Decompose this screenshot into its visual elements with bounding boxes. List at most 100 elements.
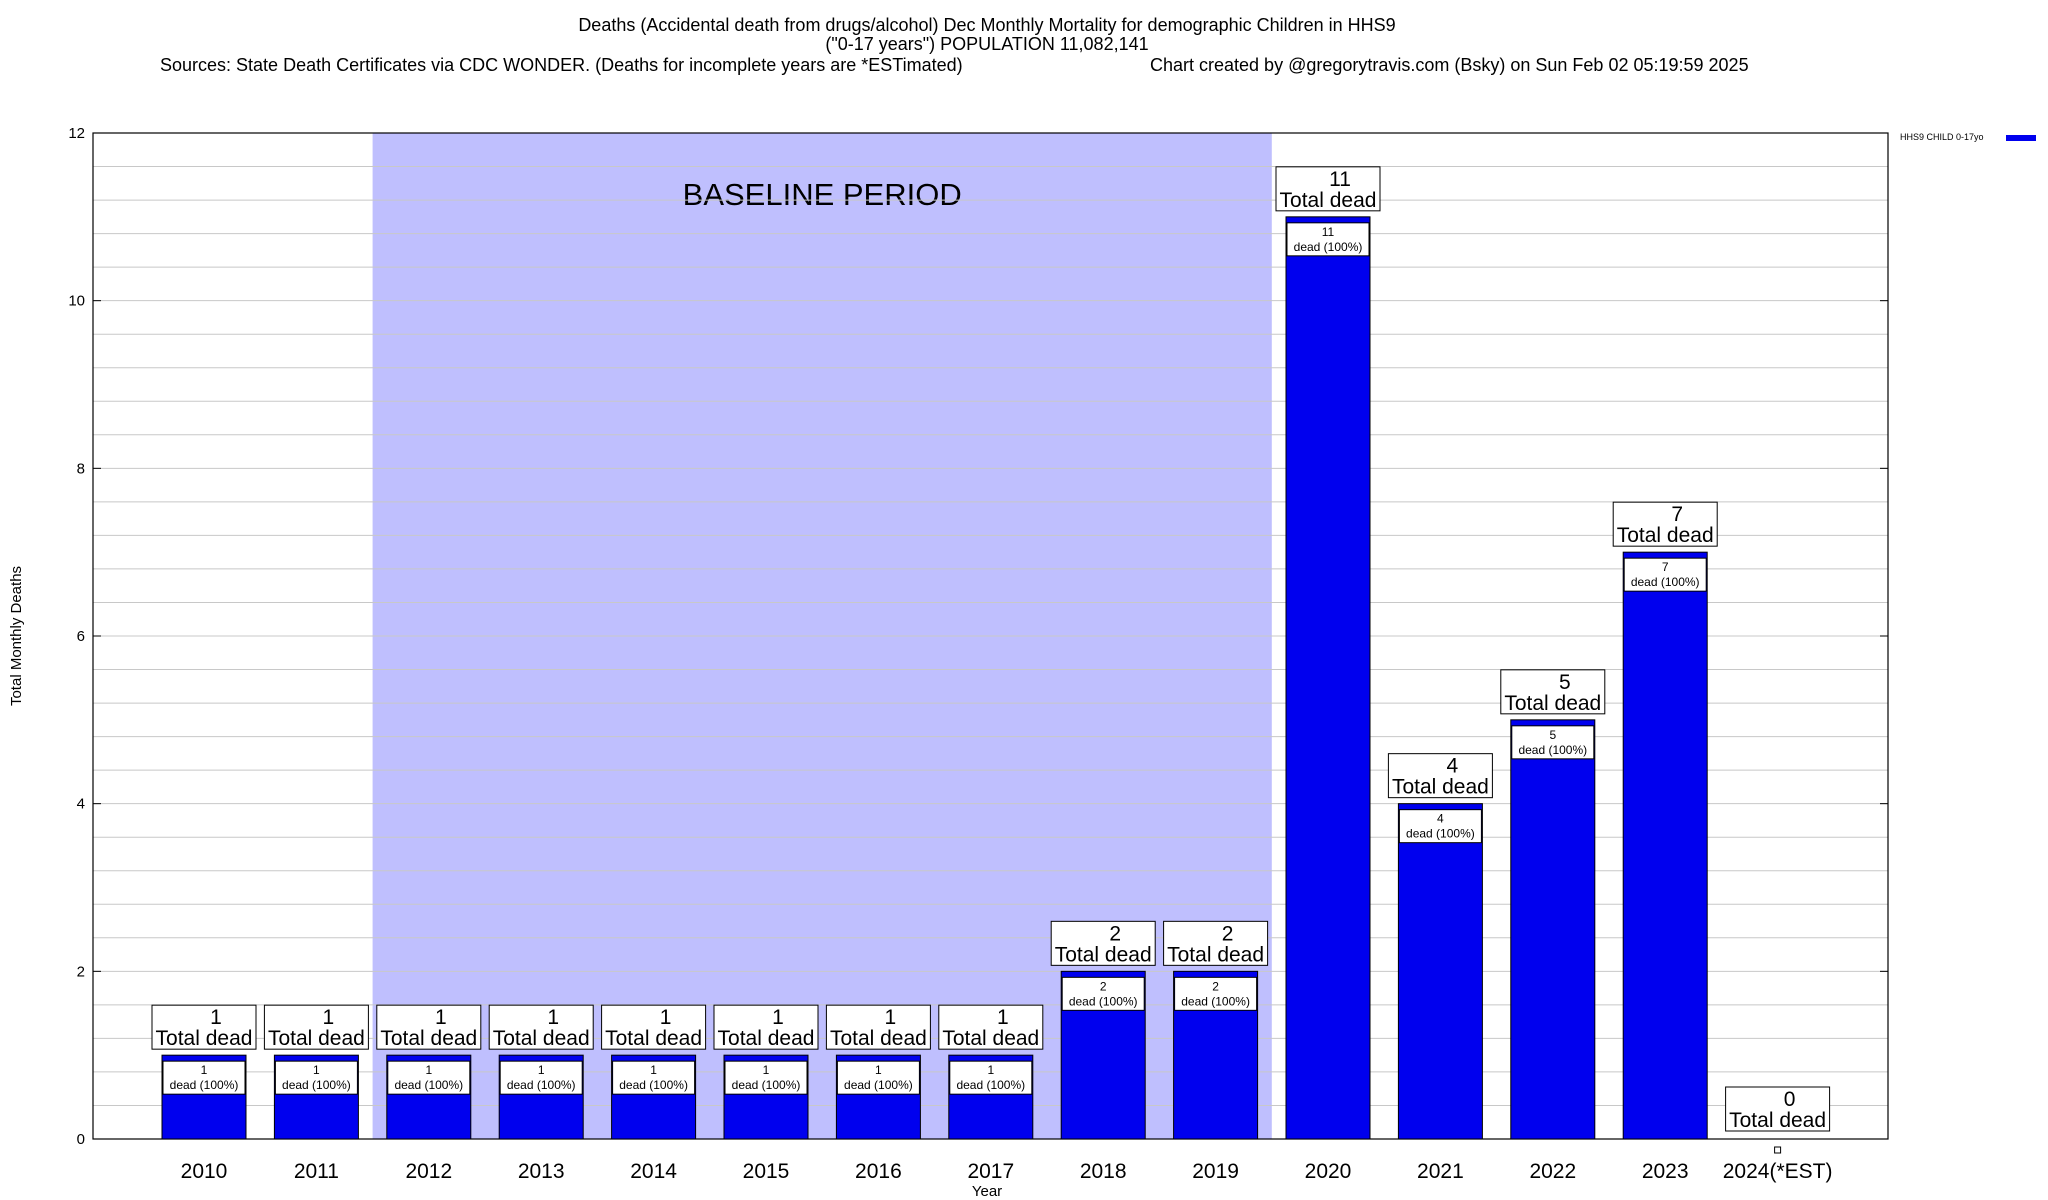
total-label-box (151, 1004, 257, 1050)
inner-label-box (499, 1060, 583, 1095)
x-tick-label: 2018 (1080, 1160, 1127, 1183)
x-tick-label: 2021 (1417, 1160, 1464, 1183)
y-axis-label: Total Monthly Deaths (8, 566, 25, 706)
inner-value-label: 1 (425, 1063, 432, 1077)
inner-percent-label: dead (100%) (1518, 743, 1587, 757)
y-tick-label: 2 (77, 963, 85, 980)
total-value-label: 1 (885, 1006, 897, 1029)
x-tick-label: 2020 (1305, 1160, 1352, 1183)
total-word-label: Total dead (1617, 524, 1714, 547)
total-word-label: Total dead (942, 1027, 1039, 1050)
total-word-label: Total dead (1280, 189, 1377, 212)
inner-percent-label: dead (100%) (170, 1078, 239, 1092)
total-label-box (1163, 920, 1269, 966)
inner-value-label: 2 (1100, 979, 1107, 993)
inner-label-box (1398, 809, 1482, 844)
inner-value-label: 1 (650, 1063, 657, 1077)
chart-sources-note: Sources: State Death Certificates via CD… (160, 55, 963, 75)
inner-value-label: 1 (313, 1063, 320, 1077)
bar (1397, 803, 1483, 1140)
inner-label-box (836, 1060, 920, 1095)
inner-percent-label: dead (100%) (1406, 827, 1475, 841)
x-tick-label: 2010 (181, 1160, 228, 1183)
total-value-label: 5 (1559, 671, 1571, 694)
total-label-box (938, 1004, 1044, 1050)
y-tick-label: 12 (68, 125, 85, 142)
inner-value-label: 5 (1549, 728, 1556, 742)
inner-percent-label: dead (100%) (394, 1078, 463, 1092)
inner-percent-label: dead (100%) (732, 1078, 801, 1092)
bar (1510, 719, 1596, 1140)
x-tick-label: 2023 (1642, 1160, 1689, 1183)
total-word-label: Total dead (493, 1027, 590, 1050)
inner-value-label: 4 (1437, 812, 1444, 826)
inner-value-label: 1 (201, 1063, 208, 1077)
total-label-box (1725, 1086, 1831, 1132)
inner-label-box (1061, 976, 1145, 1011)
total-value-label: 1 (660, 1006, 672, 1029)
total-word-label: Total dead (1729, 1109, 1826, 1132)
total-value-label: 1 (435, 1006, 447, 1029)
x-tick-label: 2014 (630, 1160, 677, 1183)
total-word-label: Total dead (605, 1027, 702, 1050)
total-word-label: Total dead (1392, 776, 1489, 799)
total-value-label: 1 (547, 1006, 559, 1029)
total-label-box (713, 1004, 819, 1050)
total-value-label: 2 (1109, 922, 1121, 945)
legend-entry-label: HHS9 CHILD 0-17yo (1900, 132, 1984, 142)
y-tick-label: 6 (77, 628, 85, 645)
inner-label-box (1286, 222, 1370, 257)
x-tick-label: 2019 (1192, 1160, 1239, 1183)
y-tick-label: 4 (77, 796, 85, 813)
inner-value-label: 1 (987, 1063, 994, 1077)
x-tick-label: 2017 (967, 1160, 1014, 1183)
x-tick-label: 2011 (294, 1160, 339, 1183)
total-word-label: Total dead (1167, 943, 1264, 966)
inner-label-box (949, 1060, 1033, 1095)
y-tick-label: 10 (68, 293, 85, 310)
x-tick-label: 2013 (518, 1160, 565, 1183)
inner-value-label: 2 (1212, 979, 1219, 993)
total-word-label: Total dead (1504, 692, 1601, 715)
total-word-label: Total dead (718, 1027, 815, 1050)
legend-swatch (2006, 135, 2036, 141)
total-value-label: 1 (997, 1006, 1009, 1029)
x-tick-label: 2012 (405, 1160, 452, 1183)
inner-label-box (1174, 976, 1258, 1011)
inner-value-label: 7 (1662, 560, 1669, 574)
total-word-label: Total dead (1055, 943, 1152, 966)
bar (1622, 551, 1708, 1140)
inner-percent-label: dead (100%) (1294, 240, 1363, 254)
inner-label-box (612, 1060, 696, 1095)
inner-value-label: 1 (763, 1063, 770, 1077)
inner-label-box (1511, 725, 1595, 760)
inner-label-box (387, 1060, 471, 1095)
total-value-label: 0 (1784, 1088, 1796, 1111)
inner-value-label: 1 (538, 1063, 545, 1077)
total-value-label: 11 (1329, 168, 1351, 191)
x-tick-label: 2024(*EST) (1723, 1160, 1833, 1183)
inner-label-box (724, 1060, 808, 1095)
inner-label-box (1623, 557, 1707, 592)
inner-percent-label: dead (100%) (282, 1078, 351, 1092)
y-tick-label: 0 (77, 1131, 85, 1148)
inner-percent-label: dead (100%) (619, 1078, 688, 1092)
total-label-box (1500, 669, 1606, 715)
chart-title-line1: Deaths (Accidental death from drugs/alco… (578, 15, 1395, 35)
total-label-box (488, 1004, 594, 1050)
total-word-label: Total dead (830, 1027, 927, 1050)
